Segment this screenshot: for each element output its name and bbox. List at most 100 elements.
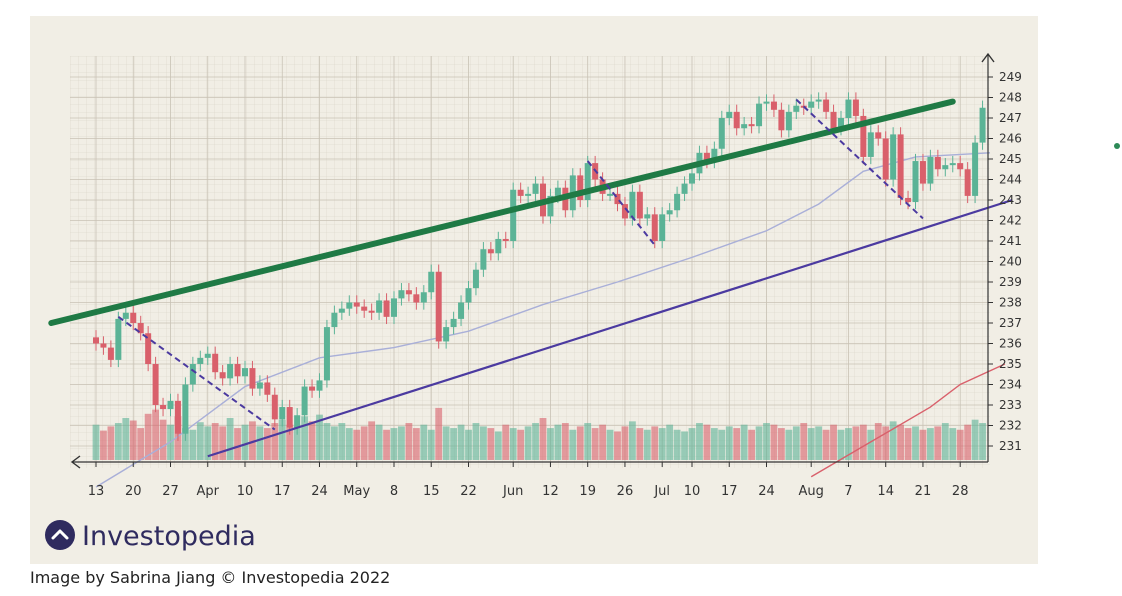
volume-bar [129,420,137,460]
volume-bar [211,423,219,460]
candle-up [122,312,129,319]
candle-down [353,302,360,307]
candle-down [145,333,152,364]
volume-bar [114,423,122,460]
candle-down [309,386,316,391]
candle-down [487,249,494,254]
candle-up [294,415,301,428]
candle-up [674,193,681,211]
candle-up [323,327,330,381]
candle-up [458,302,465,319]
x-tick-label: 10 [237,484,254,499]
y-tick-label: 237 [999,316,1022,330]
volume-bar [472,423,480,460]
volume-bar [748,429,755,460]
candle-down [748,124,755,127]
candle-down [368,310,375,313]
volume-bar [368,421,376,460]
x-tick-label: 24 [758,484,775,499]
volume-bar [941,423,949,460]
candle-up [376,300,383,313]
volume-bar [92,424,100,460]
volume-bar [673,429,681,460]
candle-up [718,118,725,149]
volume-bar [360,426,368,460]
volume-bar [122,418,130,460]
candle-up [793,105,800,112]
candle-down [130,312,137,323]
x-tick-label: Jul [653,484,670,499]
x-tick-label: Jun [502,484,523,499]
volume-bar [427,429,435,460]
y-tick-label: 236 [999,337,1022,351]
candle-up [480,249,487,270]
volume-bar [509,428,517,460]
volume-bar [398,426,405,460]
volume-bar [718,429,726,460]
image-caption: Image by Sabrina Jiang © Investopedia 20… [30,568,391,587]
candle-up [741,124,748,129]
candle-up [532,183,539,194]
candle-up [756,103,763,127]
volume-bar [956,429,964,460]
y-tick-label: 240 [999,255,1022,269]
volume-bar [778,428,785,460]
candle-up [346,302,353,309]
candle-up [927,156,934,184]
candle-up [681,183,688,194]
pullback-dashed-line [795,98,924,220]
x-tick-label: 15 [423,484,440,499]
candle-up [867,132,874,157]
candle-up [450,318,457,328]
candle-down [383,300,390,317]
volume-bar [837,429,845,460]
candle-up [763,101,770,104]
volume-bar [927,428,934,460]
x-tick-label: 22 [460,484,477,499]
y-tick-label: 248 [999,91,1022,105]
volume-bar [822,429,830,460]
candle-down [770,101,777,110]
candle-up [398,290,405,299]
volume-bar [643,429,651,460]
candle-down [830,111,837,129]
volume-bar [889,421,897,460]
candle-up [607,193,614,196]
volume-bar [621,426,629,460]
investopedia-logo: Investopedia [45,520,256,552]
x-tick-label: 8 [390,484,398,499]
volume-bar [502,424,510,460]
candle-up [182,384,189,434]
volume-bar [353,429,361,460]
candle-up [256,382,263,389]
candle-down [778,109,785,131]
candle-up [629,191,636,219]
candle-up [912,161,919,203]
candle-up [443,327,450,342]
x-tick-label: 26 [617,484,634,499]
logo-mark-icon [45,520,75,550]
volume-bar [517,429,525,460]
volume-bar [830,424,837,460]
volume-bar [196,422,204,460]
candle-up [711,148,718,162]
grid-background [70,56,990,468]
candle-up [808,101,815,108]
volume-bar [912,426,919,460]
volume-bar [457,424,465,460]
candle-down [93,337,99,344]
candle-down [405,290,412,295]
candle-up [316,380,323,391]
volume-bar [405,423,413,460]
volume-bar [964,424,972,460]
volume-bar [323,423,331,460]
logo-wordmark: Investopedia [82,521,256,552]
volume-bar [532,423,539,460]
candle-up [338,308,345,313]
volume-bar [494,431,502,460]
bullet-dot [1114,143,1120,149]
volume-bar [815,426,823,460]
volume-bar [286,424,294,460]
volume-bar [331,426,338,460]
volume-bar [658,428,666,460]
